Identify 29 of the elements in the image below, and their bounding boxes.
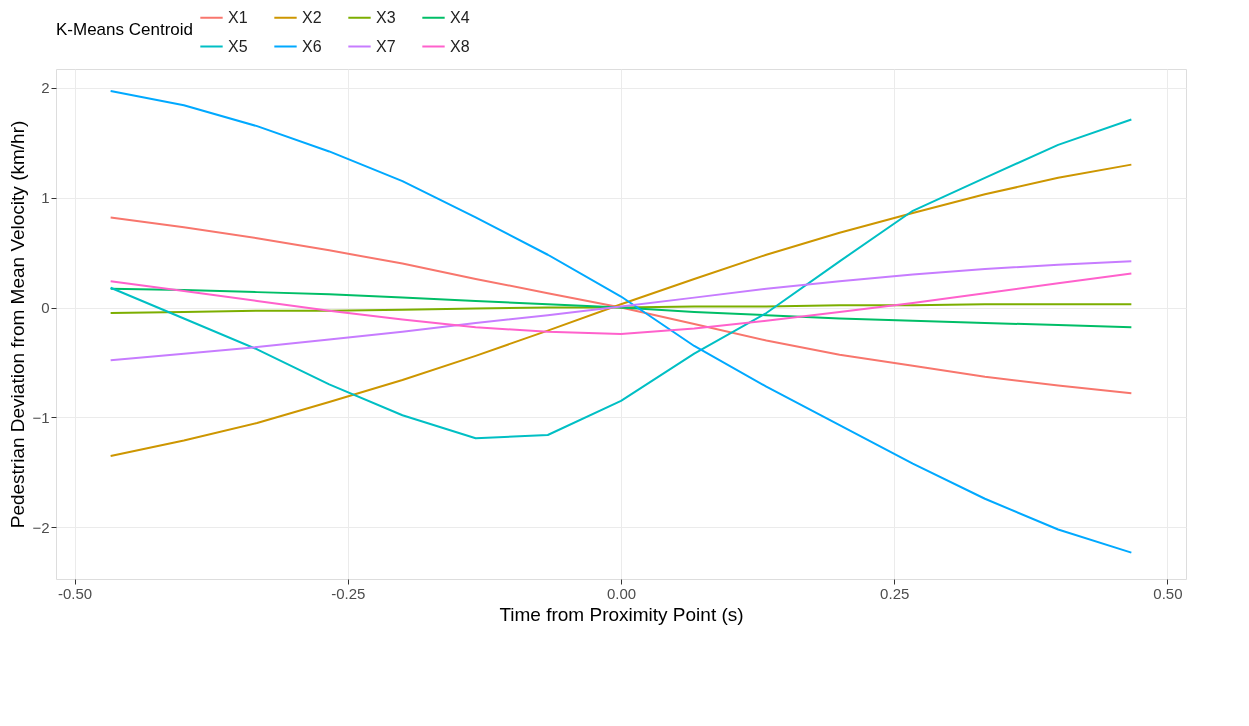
line-series (109, 287, 1133, 329)
x-tick-label: 0.00 (606, 584, 637, 602)
y-tick-label: 0 (41, 299, 50, 317)
x-axis-title: Time from Proximity Point (s) (499, 603, 744, 625)
line-series (109, 216, 1133, 395)
legend-label: X3 (376, 8, 396, 26)
y-tick-label: −2 (32, 518, 50, 536)
legend-label: X5 (228, 37, 248, 55)
x-tick-label: 0.50 (1153, 584, 1183, 602)
legend-label: X8 (450, 37, 470, 55)
y-tick-label: 2 (41, 79, 50, 97)
x-tick-label: 0.25 (880, 584, 910, 602)
x-tick-label: -0.25 (331, 584, 366, 602)
legend-label: X2 (302, 8, 322, 26)
line-series (109, 163, 1133, 457)
line-series (109, 260, 1133, 362)
x-tick-label: -0.50 (57, 584, 93, 602)
y-tick-label: −1 (32, 408, 50, 426)
legend-label: X7 (376, 37, 396, 55)
legend-label: X6 (302, 37, 322, 55)
line-series (109, 272, 1133, 335)
y-axis-title: Pedestrian Deviation from Mean Velocity (km/hr) (7, 120, 29, 529)
legend-title: K-Means Centroid (56, 20, 194, 39)
line-series (109, 118, 1133, 440)
line-series (109, 303, 1133, 315)
line-series (109, 89, 1133, 554)
legend-label: X1 (228, 8, 248, 26)
y-tick-label: 1 (41, 189, 50, 207)
legend-label: X4 (450, 8, 470, 26)
